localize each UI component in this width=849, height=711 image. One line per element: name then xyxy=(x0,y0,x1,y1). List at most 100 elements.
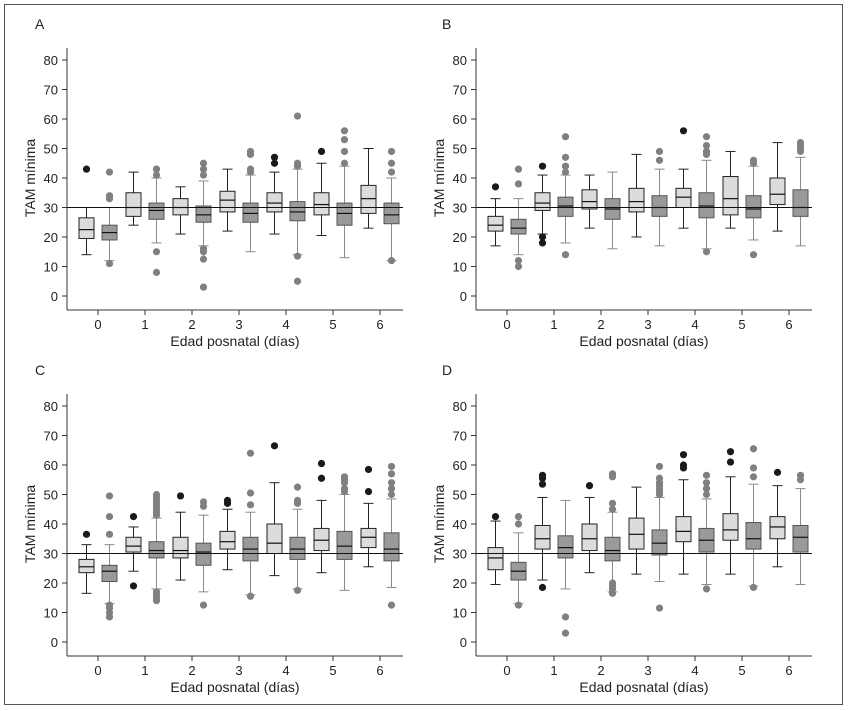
outlier-point xyxy=(749,583,758,592)
outlier-point xyxy=(702,485,711,493)
outlier-point xyxy=(749,445,758,453)
outlier-point xyxy=(199,283,208,291)
iqr-box xyxy=(360,527,377,549)
box-series1-day2 xyxy=(172,186,189,235)
y-tick-label: 10 xyxy=(453,260,467,275)
outlier-point xyxy=(105,492,114,500)
x-tick-label: 3 xyxy=(235,663,242,678)
outlier-point xyxy=(152,171,161,179)
x-tick-label: 2 xyxy=(188,317,195,332)
outlier-point xyxy=(387,479,396,487)
outlier-point xyxy=(514,601,523,609)
box-series1-day6 xyxy=(769,142,786,232)
outlier-point xyxy=(340,136,349,144)
y-tick-label: 40 xyxy=(44,171,58,186)
box-series2-day4 xyxy=(289,112,306,285)
outlier-point xyxy=(293,277,302,285)
box-series2-day6 xyxy=(792,139,809,247)
outlier-point xyxy=(246,165,255,173)
x-tick-label: 2 xyxy=(597,317,604,332)
y-tick-label: 30 xyxy=(44,201,58,216)
outlier-point xyxy=(561,168,570,176)
outlier-point xyxy=(796,471,805,479)
panel-a: A 0 10 20 30 40 50 60 70 80 TAM mínima 0 1 2 3 4 5 6 Edad … xyxy=(22,16,403,349)
outlier-point xyxy=(293,252,302,260)
box-series1-day0 xyxy=(487,513,504,585)
outlier-point xyxy=(679,127,688,135)
x-tick-label: 4 xyxy=(282,663,289,678)
box-series2-day2 xyxy=(604,171,621,250)
box-series2-day3 xyxy=(651,147,668,247)
outlier-point xyxy=(655,147,664,156)
outlier-point xyxy=(317,459,326,468)
y-tick-label: 50 xyxy=(44,142,58,157)
x-tick-label: 0 xyxy=(503,317,510,332)
y-tick-label: 60 xyxy=(44,112,58,127)
x-tick-label: 0 xyxy=(94,317,101,332)
outlier-point xyxy=(514,165,523,173)
y-tick-label: 0 xyxy=(51,635,58,650)
y-tick-label: 50 xyxy=(453,142,467,157)
y-axis-label: TAM mínima xyxy=(22,139,38,218)
iqr-box xyxy=(675,187,692,208)
box-series2-day4 xyxy=(289,483,306,594)
outlier-point xyxy=(679,461,688,469)
outlier-point xyxy=(364,487,373,496)
outlier-point xyxy=(726,448,735,456)
outlier-point xyxy=(538,162,547,170)
iqr-box xyxy=(148,541,165,559)
outlier-point xyxy=(82,165,91,173)
outlier-point xyxy=(199,601,208,609)
box-series2-day3 xyxy=(242,449,259,600)
x-tick-label: 4 xyxy=(282,317,289,332)
outlier-point xyxy=(340,147,349,156)
iqr-box xyxy=(557,196,574,217)
outlier-point xyxy=(538,583,547,592)
box-series1-day1 xyxy=(534,162,551,247)
y-axis-label: TAM mínima xyxy=(22,485,38,564)
outlier-point xyxy=(199,498,208,506)
iqr-box xyxy=(219,530,236,550)
iqr-box xyxy=(651,529,668,556)
box-series2-day1 xyxy=(557,499,574,637)
iqr-box xyxy=(289,201,306,222)
iqr-box xyxy=(769,516,786,540)
x-axis-label: Edad posnatal (días) xyxy=(170,333,299,349)
iqr-box xyxy=(792,524,809,553)
x-tick-label: 2 xyxy=(597,663,604,678)
iqr-box xyxy=(698,192,715,219)
outlier-point xyxy=(105,601,114,609)
outlier-point xyxy=(152,490,161,499)
y-axis-label: TAM mínima xyxy=(431,485,447,564)
box-series1-day6 xyxy=(769,468,786,568)
outlier-point xyxy=(561,629,570,637)
y-tick-label: 50 xyxy=(453,488,467,503)
outlier-point xyxy=(702,133,711,141)
iqr-box xyxy=(628,517,645,550)
box-series2-day5 xyxy=(745,445,762,592)
iqr-box xyxy=(148,202,165,220)
box-series1-day2 xyxy=(172,492,189,581)
y-tick-label: 40 xyxy=(453,517,467,532)
y-tick-label: 60 xyxy=(453,458,467,473)
box-series2-day0 xyxy=(510,513,527,609)
panel-c: C 0 10 20 30 40 50 60 70 80 TAM mínima 0 1 2 3 4 5 6 Edad … xyxy=(22,362,403,695)
outlier-point xyxy=(387,168,396,176)
outlier-point xyxy=(585,482,594,490)
box-series1-day3 xyxy=(628,486,645,575)
iqr-box xyxy=(722,176,739,216)
iqr-box xyxy=(510,218,527,235)
y-tick-label: 80 xyxy=(453,399,467,414)
y-tick-label: 50 xyxy=(44,488,58,503)
y-tick-label: 80 xyxy=(44,53,58,68)
x-tick-label: 5 xyxy=(738,663,745,678)
iqr-box xyxy=(313,192,330,216)
outlier-point xyxy=(199,255,208,263)
outlier-point xyxy=(608,505,617,513)
iqr-box xyxy=(78,558,95,574)
iqr-box xyxy=(313,527,330,552)
box-series2-day1 xyxy=(148,165,165,276)
box-series1-day6 xyxy=(360,148,377,229)
iqr-box xyxy=(383,202,400,225)
outlier-point xyxy=(387,147,396,156)
